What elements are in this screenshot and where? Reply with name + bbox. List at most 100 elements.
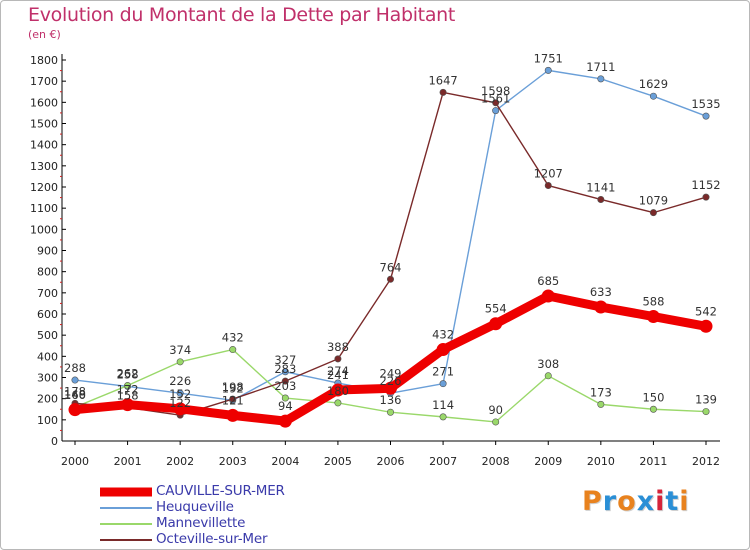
data-point-mannevillette [544,372,552,380]
data-label: 1079 [639,194,668,208]
data-point-cauville-sur-mer [226,408,240,422]
data-label: 226 [169,374,191,388]
x-tick-label: 2003 [219,455,247,468]
legend-label: CAUVILLE-SUR-MER [156,483,285,499]
legend-swatch [100,523,152,525]
data-label: 192 [222,381,244,395]
x-tick-label: 2010 [587,455,615,468]
data-label: 1711 [586,60,615,74]
data-point-mannevillette [176,358,184,366]
data-label: 274 [327,364,349,378]
data-label: 1647 [428,73,457,87]
legend-label: Octeville-sur-Mer [156,531,268,547]
data-point-octeville-sur-mer [386,275,394,283]
data-point-heuqueville [176,389,184,397]
data-point-mannevillette [124,382,132,390]
y-tick-label: 1300 [30,160,58,173]
chart-subtitle: (en €) [28,28,61,41]
data-point-cauville-sur-mer [331,383,345,397]
data-point-octeville-sur-mer [439,88,447,96]
y-tick-label: 1000 [30,223,58,236]
data-label: 764 [380,260,402,274]
data-label: 152 [169,387,191,401]
x-tick-label: 2008 [482,455,510,468]
data-point-cauville-sur-mer [121,398,135,412]
data-point-cauville-sur-mer [68,403,82,417]
data-point-cauville-sur-mer [699,319,713,333]
data-label: 308 [537,357,559,371]
y-tick-label: 100 [37,414,58,427]
data-label: 198 [222,380,244,394]
data-point-heuqueville [492,107,500,115]
data-point-octeville-sur-mer [597,195,605,203]
data-label: 148 [64,388,86,402]
data-label: 158 [117,389,139,403]
data-label: 283 [274,362,296,376]
data-point-heuqueville [71,376,79,384]
data-label: 542 [695,304,717,318]
data-label: 588 [642,295,664,309]
legend-swatch [100,487,152,497]
y-tick-label: 1600 [30,96,58,109]
data-label: 554 [485,302,507,316]
data-label: 1751 [534,51,563,65]
data-point-mannevillette [439,413,447,421]
data-label: 633 [590,285,612,299]
x-tick-label: 2006 [377,455,405,468]
data-label: 374 [169,343,191,357]
data-label: 114 [432,398,454,412]
data-label: 249 [380,366,402,380]
data-label: 203 [274,379,296,393]
data-label: 1598 [481,84,510,98]
x-tick-label: 2004 [271,455,299,468]
y-tick-label: 500 [37,329,58,342]
data-label: 173 [590,385,612,399]
x-tick-label: 2012 [692,455,720,468]
x-tick-label: 2002 [166,455,194,468]
data-point-cauville-sur-mer [278,414,292,428]
data-point-octeville-sur-mer [281,377,289,385]
legend-swatch [100,539,152,541]
data-label: 1561 [481,92,510,106]
data-point-octeville-sur-mer [334,355,342,363]
y-tick-label: 1100 [30,202,58,215]
data-point-mannevillette [229,346,237,354]
data-label: 160 [64,388,86,402]
y-tick-label: 400 [37,350,58,363]
data-point-mannevillette [702,408,710,416]
x-tick-label: 2000 [61,455,89,468]
data-point-mannevillette [597,400,605,408]
data-point-heuqueville [281,368,289,376]
y-tick-label: 200 [37,393,58,406]
x-tick-label: 2005 [324,455,352,468]
data-point-mannevillette [649,405,657,413]
y-tick-label: 800 [37,266,58,279]
y-tick-label: 1200 [30,181,58,194]
data-label: 241 [327,368,349,382]
data-label: 1141 [586,180,615,194]
data-label: 150 [642,390,664,404]
data-label: 262 [117,367,139,381]
data-point-cauville-sur-mer [384,381,397,395]
legend-label: Heuqueville [156,499,234,515]
data-point-heuqueville [439,380,447,388]
data-label: 1535 [691,97,720,111]
data-point-octeville-sur-mer [492,99,500,107]
data-point-heuqueville [597,75,605,83]
y-tick-label: 1800 [30,54,58,67]
y-tick-label: 900 [37,245,58,258]
data-label: 1207 [534,167,563,181]
data-point-octeville-sur-mer [544,182,552,190]
proxiti-logo: Proxiti [582,486,690,517]
data-point-cauville-sur-mer [173,402,187,416]
data-label: 180 [327,384,349,398]
data-label: 432 [432,328,454,342]
y-tick-label: 0 [51,435,58,448]
data-label: 288 [64,361,86,375]
x-tick-label: 2007 [429,455,457,468]
data-point-cauville-sur-mer [489,317,503,331]
data-label: 122 [169,396,191,410]
data-label: 388 [327,340,349,354]
data-label: 90 [488,403,503,417]
